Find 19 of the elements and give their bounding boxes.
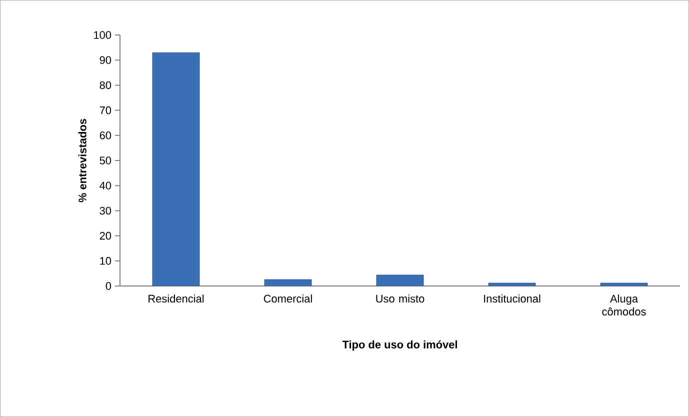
x-tick-label: Comercial: [264, 294, 312, 303]
x-axis-title: Tipo de uso do imóvel: [342, 340, 457, 351]
y-tick-label: 50: [100, 156, 112, 164]
y-tick-label: 20: [100, 232, 112, 240]
y-tick-label: 100: [94, 31, 112, 39]
y-tick-label: 80: [100, 81, 112, 90]
bar: [152, 52, 200, 286]
y-tick-label: 70: [100, 106, 112, 114]
y-tick-label: 60: [100, 132, 112, 140]
y-tick-label: 90: [100, 56, 112, 64]
y-tick-label: 10: [100, 257, 112, 265]
x-tick-label: Residencial: [148, 294, 204, 303]
y-tick-label: 40: [100, 182, 112, 190]
x-tick-label: Aluga cômodos: [602, 294, 646, 316]
x-tick-label: Institucional: [484, 294, 540, 303]
y-tick-label: 30: [100, 206, 112, 215]
y-axis-title: % entrevistados: [78, 118, 86, 202]
y-tick-label: 0: [106, 282, 112, 290]
x-tick-label: Uso misto: [376, 294, 424, 303]
